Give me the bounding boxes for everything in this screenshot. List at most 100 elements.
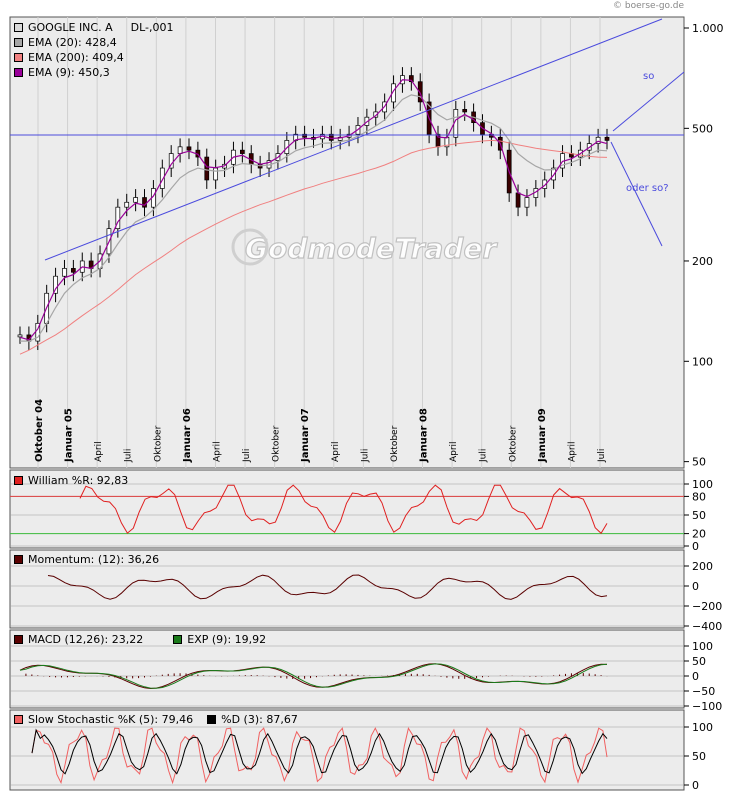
candle-body-25 [239, 149, 245, 154]
credit-text: © boerse-go.de [613, 1, 684, 11]
william-ytick-label-2: 50 [692, 509, 706, 522]
x-tick-label-1: Januar 05 [64, 408, 75, 463]
legend-swatch-ema200 [14, 53, 23, 62]
macd-ytick-label-4: −100 [692, 700, 722, 713]
momentum-legend: Momentum: (12): 36,26 [14, 552, 159, 567]
macd-legend: MACD (12,26): 23,22 EXP (9): 19,92 [14, 632, 266, 647]
macd-signal-line [19, 663, 608, 689]
legend-label-exp: EXP (9): 19,92 [187, 633, 267, 646]
legend-item-ema9: EMA (9): 450,3 [14, 65, 174, 80]
candle-body-56 [515, 192, 521, 208]
main-legend: GOOGLE INC. A DL-,001 EMA (20): 428,4 EMA… [14, 20, 174, 80]
annotation-so: so [643, 71, 654, 82]
candle-body-16 [159, 167, 165, 189]
x-tick-label-13: Januar 08 [419, 408, 430, 463]
legend-swatch-price [14, 23, 23, 32]
macd-ytick-label-1: 50 [692, 655, 706, 668]
william-ytick-label-3: 20 [692, 528, 706, 541]
legend-label-stoch-d: %D (3): 87,67 [221, 713, 298, 726]
momentum-ytick-label-0: 200 [692, 560, 713, 573]
candle-body-44 [408, 75, 414, 83]
momentum-ytick-label-3: −400 [692, 620, 722, 633]
annotation-oder-so: oder so? [626, 183, 669, 194]
x-tick-label-8: Oktober [272, 425, 282, 462]
x-tick-label-6: April [212, 441, 222, 462]
main-ytick-label-3: 100 [692, 355, 713, 368]
stoch-ytick-label-2: 0 [692, 779, 699, 792]
candle-body-35 [328, 133, 334, 141]
stoch-k-line [31, 727, 608, 785]
candle-body-5 [62, 268, 67, 277]
candle-body-17 [168, 153, 174, 169]
ema9-line [19, 79, 608, 341]
legend-label-ema9: EMA (9): 450,3 [28, 66, 110, 79]
william-ytick-label-1: 80 [692, 490, 706, 503]
candle-body-45 [417, 81, 423, 103]
x-tick-label-12: Oktober [390, 425, 400, 462]
momentum-line [47, 574, 608, 600]
legend-item-ema200: EMA (200): 409,4 [14, 50, 174, 65]
x-tick-label-2: April [94, 441, 104, 462]
legend-label-momentum: Momentum: (12): 36,26 [28, 553, 160, 566]
x-tick-label-9: Januar 07 [300, 408, 311, 463]
x-tick-label-17: Januar 09 [537, 408, 548, 463]
x-tick-label-11: Juli [360, 449, 370, 463]
legend-swatch-stoch-d [207, 715, 217, 724]
candle-body-6 [71, 268, 76, 273]
legend-swatch-momentum [14, 555, 23, 564]
main-ytick-label-1: 500 [692, 122, 713, 135]
x-tick-label-15: Juli [479, 449, 489, 463]
main-ytick-label-0: 1.000 [692, 22, 724, 35]
legend-label-ema200: EMA (200): 409,4 [28, 51, 124, 64]
candle-body-11 [115, 206, 121, 230]
x-tick-label-19: Juli [597, 449, 607, 463]
candle-body-21 [204, 156, 210, 181]
legend-swatch-ema9 [14, 68, 23, 77]
candle-body-40 [373, 111, 379, 118]
legend-label-price: GOOGLE INC. A [28, 21, 113, 34]
candle-body-42 [391, 83, 396, 103]
legend-swatch-ema20 [14, 38, 23, 47]
watermark: GodmodeTrader [245, 232, 498, 265]
x-tick-label-3: Juli [124, 449, 134, 463]
candle-body-57 [524, 197, 530, 208]
x-tick-label-4: Oktober [153, 425, 163, 462]
legend-label-macd: MACD (12,26): 23,22 [28, 633, 144, 646]
william-ytick-label-4: 0 [692, 540, 699, 553]
x-tick-label-18: April [567, 441, 577, 462]
scenario-up-line [612, 71, 685, 132]
x-tick-label-16: Oktober [508, 425, 518, 462]
candle-body-66 [604, 136, 610, 141]
panel-frame-2 [9, 549, 685, 629]
legend-label-william: William %R: 92,83 [28, 474, 129, 487]
william-line [79, 484, 608, 535]
legend-label-stoch-k: Slow Stochastic %K (5): 79,46 [28, 713, 194, 726]
panel-frame-3 [9, 629, 685, 709]
candle-body-0 [17, 334, 23, 338]
candle-body-65 [595, 136, 601, 144]
legend-swatch-william [14, 476, 23, 485]
trendline-upper [44, 18, 663, 261]
candle-body-12 [124, 201, 130, 208]
x-tick-label-0: Oktober 04 [34, 399, 45, 462]
momentum-ytick-label-2: −200 [692, 600, 722, 613]
candle-body-19 [186, 146, 192, 151]
x-tick-label-10: April [331, 441, 341, 462]
stoch-ytick-label-0: 100 [692, 721, 713, 734]
stoch-legend: Slow Stochastic %K (5): 79,46 %D (3): 87,… [14, 712, 298, 727]
ema200-line [19, 139, 608, 355]
candle-body-22 [213, 167, 219, 181]
stoch-ytick-label-1: 50 [692, 750, 706, 763]
momentum-ytick-label-1: 0 [692, 580, 699, 593]
ema20-line [20, 94, 608, 342]
candle-body-59 [542, 179, 548, 189]
legend-swatch-stoch-k [14, 715, 23, 724]
candle-body-32 [302, 133, 307, 138]
candle-body-4 [53, 275, 58, 294]
x-tick-label-5: Januar 06 [182, 408, 193, 463]
main-ytick-label-2: 200 [692, 255, 713, 268]
legend-item-price: GOOGLE INC. A DL-,001 [14, 20, 174, 35]
stoch-d-line [31, 728, 608, 775]
panel-frame-1 [9, 469, 685, 549]
